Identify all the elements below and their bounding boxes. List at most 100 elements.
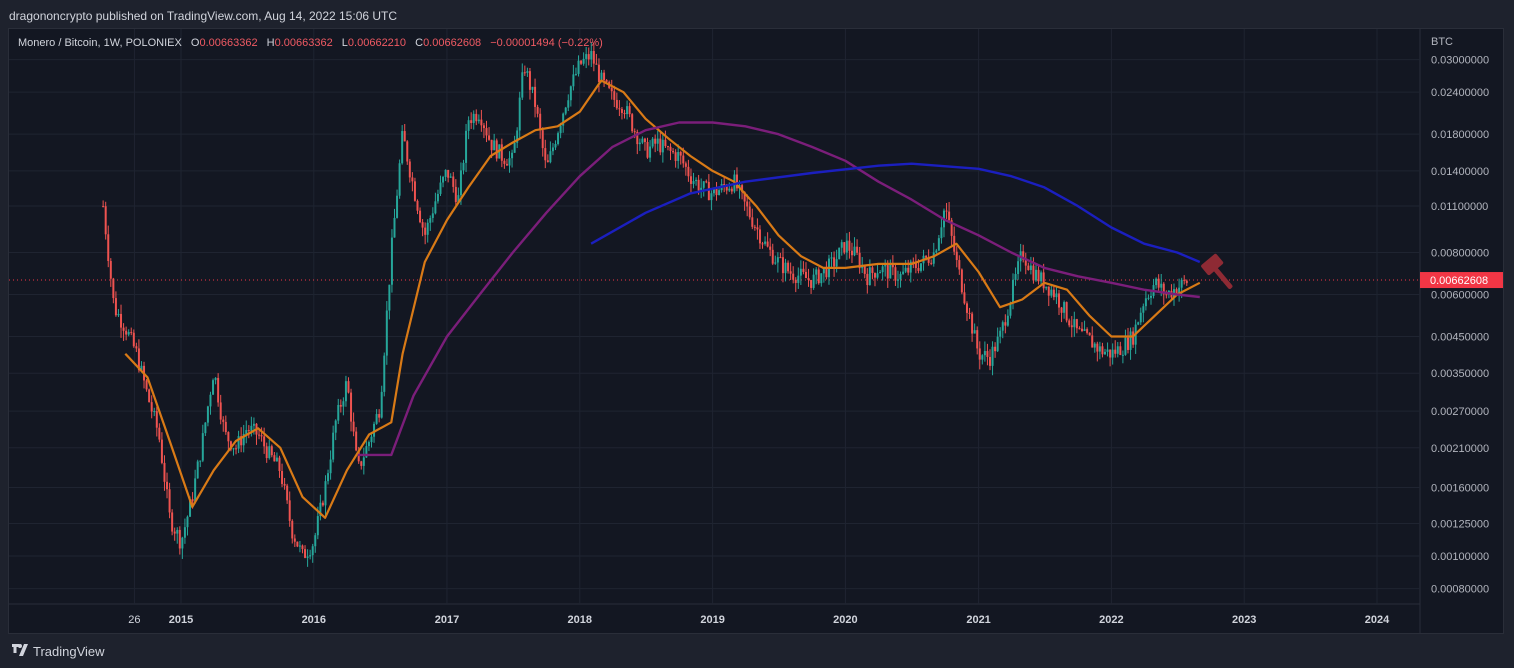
candle-body xyxy=(526,71,529,73)
candle-body xyxy=(1068,320,1071,326)
candle-body xyxy=(794,279,797,283)
candle-body xyxy=(919,263,922,271)
candle-body xyxy=(398,163,401,196)
candle-body xyxy=(779,257,782,259)
candle-body xyxy=(1139,312,1142,323)
candle-body xyxy=(444,169,447,177)
chart-frame[interactable] xyxy=(8,28,1504,634)
candle-body xyxy=(130,332,133,334)
candle-body xyxy=(1060,307,1063,313)
candle-body xyxy=(1022,251,1025,260)
candle-body xyxy=(342,401,345,407)
candle-body xyxy=(132,332,135,347)
price-tick-label: 0.00210000 xyxy=(1431,443,1489,455)
candle-body xyxy=(332,432,335,460)
candle-body xyxy=(917,268,920,271)
candle-body xyxy=(122,327,125,331)
candle-body xyxy=(206,406,209,423)
candle-body xyxy=(822,268,825,274)
candle-body xyxy=(554,143,557,148)
time-axis[interactable]: 26 2015 2016 2017 2018 2019 2020 2021 2022 2023 20… xyxy=(128,614,1390,626)
candle-body xyxy=(1075,319,1078,329)
candle-body xyxy=(457,195,460,203)
candle-body xyxy=(183,527,186,538)
candle-body xyxy=(955,251,958,261)
candle-body xyxy=(421,222,424,228)
candle-body xyxy=(858,252,861,269)
candle-body xyxy=(1096,343,1099,352)
candle-body xyxy=(804,271,807,279)
candle-body xyxy=(401,131,404,164)
candle-body xyxy=(465,130,468,163)
candle-body xyxy=(981,355,984,360)
candle-body xyxy=(503,160,506,164)
candle-body xyxy=(912,261,915,263)
candle-body xyxy=(1103,351,1106,355)
candle-body xyxy=(189,499,192,517)
candle-body xyxy=(776,257,779,263)
candle-body xyxy=(528,71,531,90)
legend-high-value: 0.00663362 xyxy=(274,37,333,49)
candle-body xyxy=(350,392,353,422)
candle-body xyxy=(1165,294,1168,296)
candle-body xyxy=(1116,346,1119,354)
candle-body xyxy=(638,142,641,145)
candle-body xyxy=(375,414,378,424)
candle-body xyxy=(1091,335,1094,348)
candle-body xyxy=(117,313,120,316)
candle-body xyxy=(224,421,227,433)
candle-body xyxy=(511,152,514,159)
candle-body xyxy=(413,181,416,201)
candle-body xyxy=(551,147,554,152)
candle-body xyxy=(1149,295,1152,298)
candle-body xyxy=(659,138,662,153)
price-axis[interactable]: BTC 0.03000000 0.02400000 0.01800000 0.01400… xyxy=(1420,36,1503,596)
candle-body xyxy=(649,146,652,158)
candle-body xyxy=(562,113,565,126)
candle-body xyxy=(222,419,225,422)
candle-body xyxy=(840,242,843,248)
candle-body xyxy=(559,125,562,134)
candle-body xyxy=(646,141,649,158)
price-tick-label: 0.00125000 xyxy=(1431,518,1489,530)
legend-low-label: L xyxy=(341,37,348,49)
candle-body xyxy=(403,131,406,142)
moving-averages xyxy=(124,79,1201,519)
candle-body xyxy=(304,549,307,558)
candle-body xyxy=(909,261,912,273)
candle-body xyxy=(447,169,450,178)
candle-body xyxy=(965,303,968,313)
candle-body xyxy=(1024,259,1027,266)
candle-body xyxy=(232,448,235,450)
price-tick-label: 0.03000000 xyxy=(1431,55,1489,67)
candle-body xyxy=(114,298,117,316)
candle-body xyxy=(687,166,690,177)
candle-body xyxy=(605,80,608,82)
candle-body xyxy=(370,436,373,443)
candle-body xyxy=(999,330,1002,337)
candle-body xyxy=(1065,302,1068,321)
candle-body xyxy=(618,108,621,110)
candle-body xyxy=(569,86,572,101)
candle-body xyxy=(196,461,199,479)
candle-body xyxy=(781,257,784,274)
candle-body xyxy=(603,72,606,81)
candle-body xyxy=(884,265,887,267)
candle-body xyxy=(674,152,677,161)
candle-body xyxy=(155,411,158,428)
candle-body xyxy=(1042,272,1045,289)
candle-body xyxy=(769,246,772,250)
candle-body xyxy=(756,227,759,230)
candle-body xyxy=(991,346,994,366)
candle-body xyxy=(1126,337,1129,350)
candle-body xyxy=(896,279,899,281)
candle-body xyxy=(1129,331,1132,350)
candle-body xyxy=(751,217,754,227)
candle-body xyxy=(835,259,838,267)
price-axis-unit: BTC xyxy=(1431,36,1453,48)
candle-body xyxy=(135,346,138,349)
time-tick-label: 2022 xyxy=(1099,614,1123,626)
candle-body xyxy=(753,226,756,228)
candle-body xyxy=(574,73,577,75)
